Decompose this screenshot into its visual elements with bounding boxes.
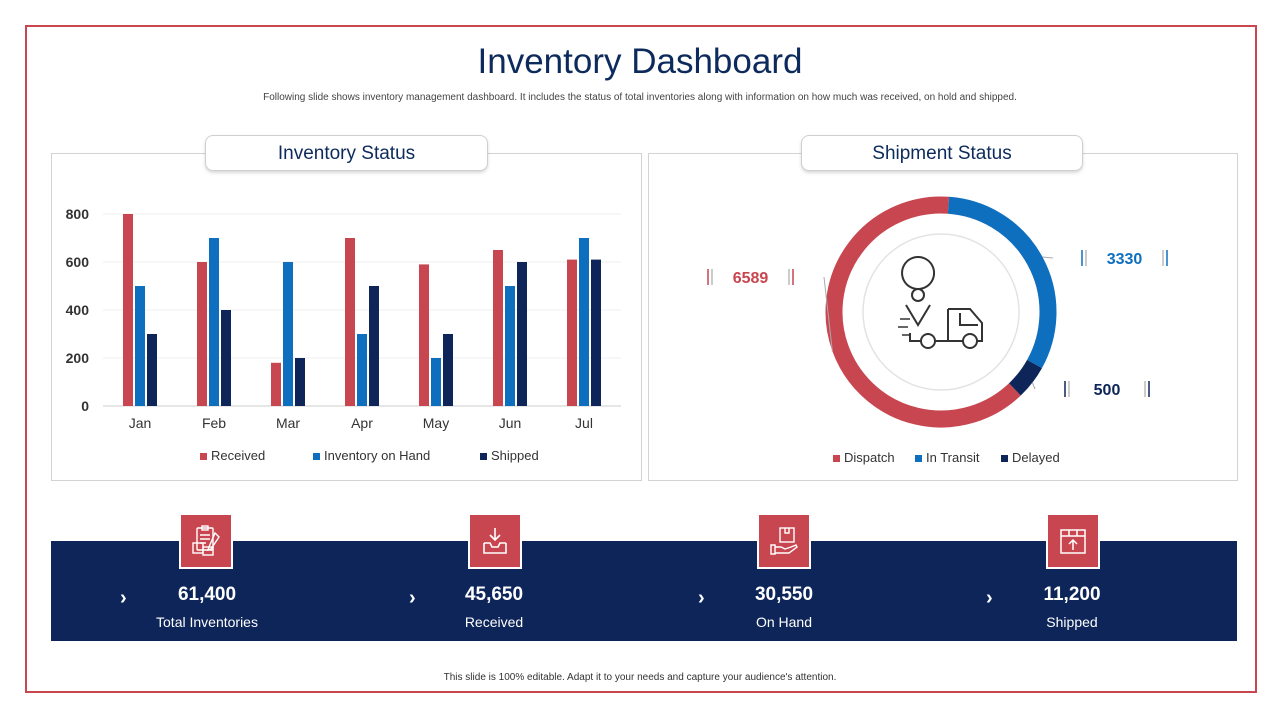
x-tick-label: Feb [202,415,226,431]
legend-label-on-hand: Inventory on Hand [324,448,431,463]
bar-received [123,214,133,406]
legend-label-delayed: Delayed [1012,450,1060,465]
donut-value-label: 6589 [733,270,769,287]
bar-shipped [147,334,157,406]
stat-received-label: Received [464,614,524,630]
donut-inner-ring [862,233,1020,391]
bar-inventory-on-hand [357,334,367,406]
legend-dispatch: Dispatch [833,450,895,465]
y-tick-label: 400 [66,302,90,318]
clipboard-icon [179,513,233,569]
stat-received-value: 45,650 [464,584,524,605]
legend-swatch-shipped [480,453,487,460]
stats-band [51,541,1237,641]
legend-received: Received [200,448,265,463]
chevron-right-icon: › [698,587,705,609]
x-tick-label: Jan [129,415,152,431]
bar-shipped [517,262,527,406]
donut-leader-line [1031,382,1036,390]
stat-total-inventories-value: 61,400 [177,584,237,605]
donut-value-label: 500 [1094,382,1121,399]
stat-shipped-label: Shipped [1046,614,1098,630]
page-title: Inventory Dashboard [477,42,803,81]
delivery-truck-icon [898,256,983,349]
slide-frame [25,25,1257,693]
bar-inventory-on-hand [579,238,589,406]
x-tick-label: Jun [499,415,522,431]
legend-label-received: Received [211,448,266,463]
legend-swatch-on-hand [313,453,320,460]
legend-label-dispatch: Dispatch [844,450,895,465]
legend-delayed: Delayed [1001,450,1060,465]
donut-value-label: 3330 [1107,251,1143,268]
stat-total-inventories-label: Total Inventories [156,614,258,630]
chevron-right-icon: › [409,587,416,609]
donut-slice-in-transit [947,196,1057,369]
y-tick-label: 600 [66,254,90,270]
inventory-bar-chart: 0 200 400 600 800 Jan Feb Mar Apr May Jun Jul [66,206,621,431]
inventory-status-panel [51,153,642,481]
bar-received [419,264,429,406]
legend-in-transit: In Transit [915,450,979,465]
box-upload-icon [1046,513,1100,569]
inventory-status-title: Inventory Status [205,135,488,171]
bar-shipped [443,334,453,406]
inbox-download-icon [468,513,522,569]
chevron-right-icon: › [986,587,993,609]
bar-received [567,259,577,406]
legend-swatch-in-transit [915,455,922,462]
shipment-donut-chart: 6589 3330 500 [707,196,1168,428]
y-tick-label: 200 [66,350,90,366]
bar-inventory-on-hand [135,286,145,406]
shipment-status-title: Shipment Status [801,135,1083,171]
legend-shipped: Shipped [480,448,539,463]
stat-on-hand-label: On Hand [755,614,813,630]
x-tick-label: Jul [575,415,593,431]
x-tick-label: Mar [276,415,300,431]
legend-swatch-dispatch [833,455,840,462]
donut-slice-dispatch [825,196,1021,428]
legend-label-in-transit: In Transit [926,450,980,465]
bar-received [271,362,281,406]
footer-note: This slide is 100% editable. Adapt it to… [443,672,837,683]
legend-label-shipped: Shipped [491,448,539,463]
x-tick-label: May [423,415,449,431]
donut-leader-line [823,276,833,352]
legend-on-hand: Inventory on Hand [313,448,430,463]
bar-received [197,262,207,406]
hand-box-icon [757,513,811,569]
page-subtitle: Following slide shows inventory manageme… [263,92,1017,103]
x-tick-label: Apr [351,415,373,431]
donut-slice-delayed [1008,359,1042,396]
donut-leader-line [1042,256,1054,259]
stat-on-hand-value: 30,550 [754,584,814,605]
bar-shipped [369,286,379,406]
chevron-right-icon: › [120,587,127,609]
y-tick-label: 0 [81,398,89,414]
bar-inventory-on-hand [431,358,441,406]
legend-swatch-delayed [1001,455,1008,462]
bar-shipped [591,259,601,406]
stat-shipped-value: 11,200 [1043,584,1101,605]
legend-swatch-received [200,453,207,460]
bar-shipped [295,358,305,406]
bar-shipped [221,310,231,406]
bar-inventory-on-hand [505,286,515,406]
bar-received [493,250,503,406]
bar-received [345,238,355,406]
bar-inventory-on-hand [209,238,219,406]
y-tick-label: 800 [66,206,90,222]
bar-inventory-on-hand [283,262,293,406]
